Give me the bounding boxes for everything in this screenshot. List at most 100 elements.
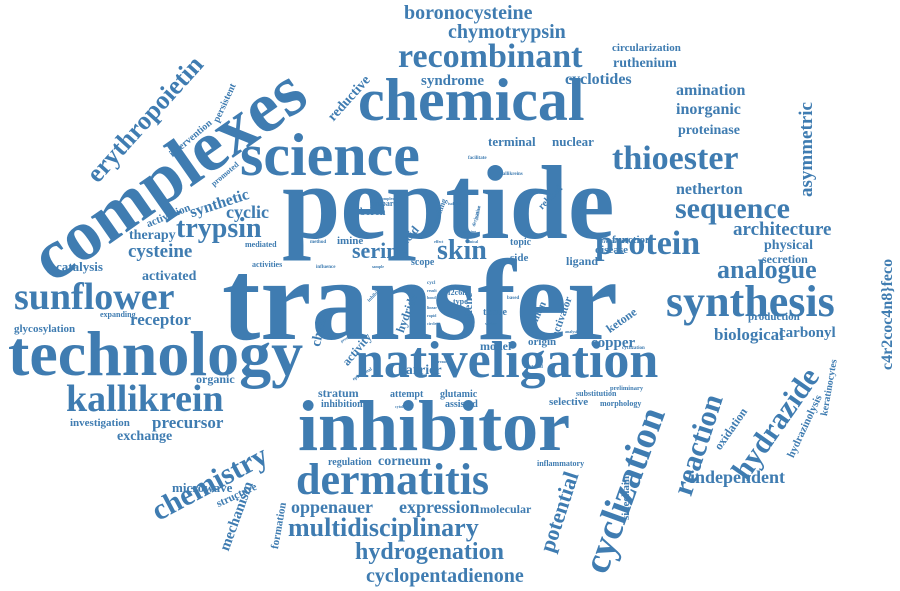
word: biological bbox=[714, 325, 784, 344]
word: activities bbox=[252, 260, 283, 269]
word: boronocysteine bbox=[404, 2, 533, 24]
word: linear bbox=[427, 305, 437, 310]
word: thioester bbox=[612, 140, 739, 177]
word: syndrome bbox=[421, 73, 485, 89]
word: independent bbox=[690, 467, 786, 487]
word: assisted bbox=[445, 399, 478, 410]
word: multidisciplinary bbox=[288, 513, 479, 542]
word: amination bbox=[676, 82, 746, 99]
word: analysis bbox=[565, 329, 579, 334]
word: origin bbox=[528, 336, 557, 348]
word: precursor bbox=[152, 413, 224, 432]
word: facilitate bbox=[468, 156, 487, 161]
word: cyclization bbox=[622, 346, 645, 351]
word: dermatitis bbox=[296, 455, 490, 504]
word: complex bbox=[380, 196, 395, 201]
word: hydrogenation bbox=[355, 539, 504, 565]
word: transfer bbox=[222, 237, 618, 364]
word: skin bbox=[437, 235, 487, 266]
word: trypsin bbox=[176, 213, 262, 244]
word: effect bbox=[434, 239, 444, 244]
word: type bbox=[453, 297, 468, 306]
word: sample bbox=[372, 264, 384, 269]
word: circle bbox=[427, 321, 437, 326]
word: f2c6h bbox=[448, 288, 467, 297]
word: copper bbox=[591, 335, 636, 351]
word: asymmetric bbox=[796, 102, 817, 197]
word: organic bbox=[196, 372, 235, 386]
word: circularization bbox=[612, 42, 681, 54]
word: ligand bbox=[566, 254, 599, 268]
word: nativeligation bbox=[355, 332, 659, 389]
word: corneum bbox=[378, 454, 431, 469]
word: cytokines bbox=[395, 404, 411, 409]
word: formation bbox=[269, 501, 290, 550]
word: bond bbox=[427, 295, 436, 300]
word: based bbox=[507, 296, 520, 301]
word: investigation bbox=[70, 417, 130, 429]
word: preliminary bbox=[610, 385, 644, 392]
word: carbonyl bbox=[779, 325, 836, 341]
word: nuclear bbox=[552, 134, 594, 149]
word: isolated bbox=[448, 201, 462, 206]
word: analogue bbox=[717, 255, 817, 284]
word: expanding bbox=[100, 310, 136, 319]
word: glutamic bbox=[440, 389, 478, 400]
word: variety bbox=[485, 321, 497, 326]
word: sunflower bbox=[14, 276, 175, 318]
word: treatment bbox=[602, 240, 624, 245]
word: keratinocytes bbox=[819, 358, 840, 417]
word: architecture bbox=[733, 219, 832, 240]
word: side bbox=[510, 252, 529, 264]
word: boron bbox=[360, 207, 386, 218]
word: proteinase bbox=[678, 123, 740, 138]
word: splicing bbox=[463, 229, 477, 234]
word: barrier bbox=[398, 363, 442, 378]
word: topic bbox=[510, 237, 532, 248]
word: receptor bbox=[130, 310, 192, 329]
word: scope bbox=[411, 257, 435, 268]
word: ruthenium bbox=[613, 56, 677, 71]
word: cycl bbox=[427, 281, 436, 286]
word: kallikrein bbox=[66, 378, 224, 420]
word: inorganic bbox=[676, 101, 741, 118]
word: substitution bbox=[576, 389, 617, 398]
word: potential bbox=[534, 468, 584, 556]
word: netherton bbox=[676, 181, 743, 198]
word: model bbox=[480, 339, 512, 353]
word: secretion bbox=[762, 252, 808, 266]
word: therapy bbox=[129, 228, 176, 243]
word: synthesis bbox=[666, 277, 835, 326]
word: sequence bbox=[675, 192, 790, 225]
word: expression bbox=[399, 497, 480, 517]
word: tissue bbox=[483, 307, 507, 318]
word: function bbox=[612, 234, 652, 246]
word: chemical bbox=[358, 67, 585, 133]
word: oppenauer bbox=[291, 497, 374, 517]
word: terminal bbox=[488, 134, 536, 149]
word: microwave bbox=[172, 480, 233, 495]
word: science bbox=[240, 122, 420, 188]
word: serine bbox=[352, 238, 409, 263]
word: peptide bbox=[282, 144, 615, 261]
word: method bbox=[310, 240, 327, 245]
word: bacterial bbox=[524, 365, 543, 370]
word: rapid bbox=[427, 313, 437, 318]
word: production bbox=[748, 311, 800, 323]
word: exchange bbox=[117, 429, 173, 444]
word: recombinant bbox=[398, 38, 583, 75]
word: attempt bbox=[390, 389, 424, 400]
word: chymotrypsin bbox=[448, 21, 566, 43]
word: influence bbox=[316, 265, 336, 270]
word: protein bbox=[595, 225, 701, 262]
word: cysteine bbox=[128, 241, 193, 262]
word: molecular bbox=[480, 502, 532, 516]
word: sidechain bbox=[620, 475, 632, 520]
word: disease bbox=[595, 244, 628, 256]
word: technology bbox=[8, 318, 304, 389]
word: cyclic bbox=[226, 202, 269, 222]
word: regulation bbox=[328, 457, 372, 468]
word: physical bbox=[764, 238, 814, 253]
word: stratum bbox=[318, 386, 359, 400]
